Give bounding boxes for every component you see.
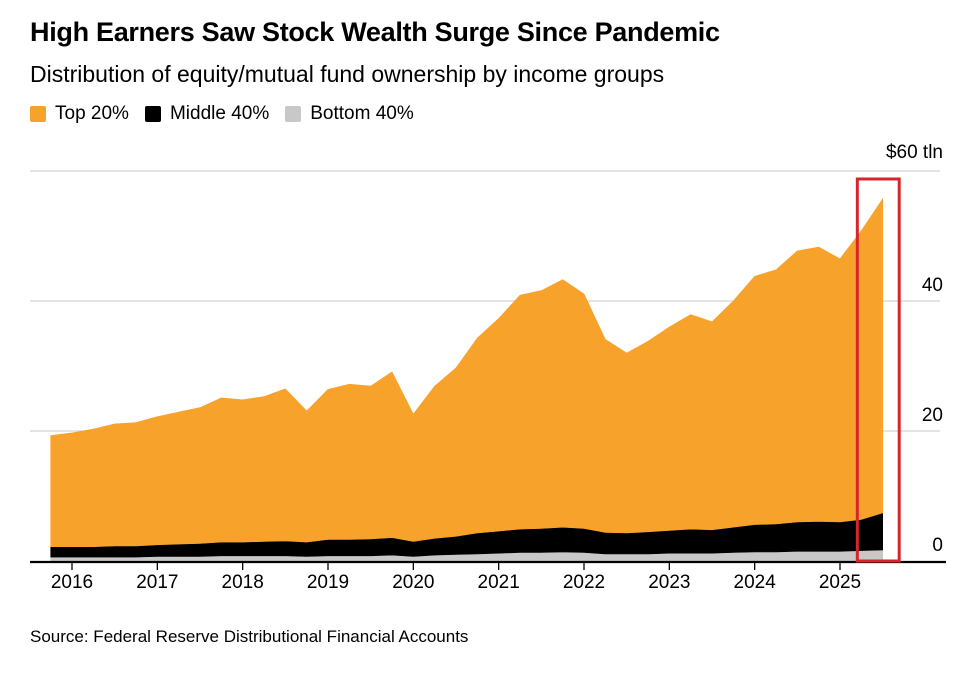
legend-swatch-middle-40 [144,106,161,122]
legend-label-middle-40: Middle 40% [169,103,270,124]
legend-swatch-top-20 [30,106,46,122]
source-note: Source: Federal Reserve Distributional F… [30,627,469,646]
x-tick-label-2016: 2016 [51,572,93,593]
x-tick-label-2023: 2023 [648,572,690,593]
x-tick-label-2022: 2022 [563,572,605,593]
legend-label-bottom-40: Bottom 40% [310,103,414,124]
legend-item-top-20: Top 20% [30,103,129,125]
x-tick-label-2025: 2025 [819,572,861,593]
legend: Top 20% Middle 40% Bottom 40% [30,103,430,125]
legend-item-middle-40: Middle 40% [144,103,270,125]
y-tick-label-20: 20 [922,405,943,426]
legend-label-top-20: Top 20% [55,103,129,124]
chart-title: High Earners Saw Stock Wealth Surge Sinc… [30,17,720,47]
y-tick-label-40: 40 [922,275,943,296]
x-tick-label-2018: 2018 [222,572,264,593]
legend-swatch-bottom-40 [285,106,302,122]
x-tick-label-2017: 2017 [136,572,178,593]
x-tick-label-2024: 2024 [734,572,777,593]
area-top-20 [50,197,883,547]
y-tick-label-0: 0 [932,535,943,556]
x-tick-label-2021: 2021 [478,572,520,593]
chart-subtitle: Distribution of equity/mutual fund owner… [30,61,665,87]
x-tick-label-2020: 2020 [392,572,434,593]
highlight-box [855,177,901,563]
y-tick-label-60: $60 tln [886,142,943,163]
legend-item-bottom-40: Bottom 40% [285,103,414,125]
x-tick-label-2019: 2019 [307,572,349,593]
